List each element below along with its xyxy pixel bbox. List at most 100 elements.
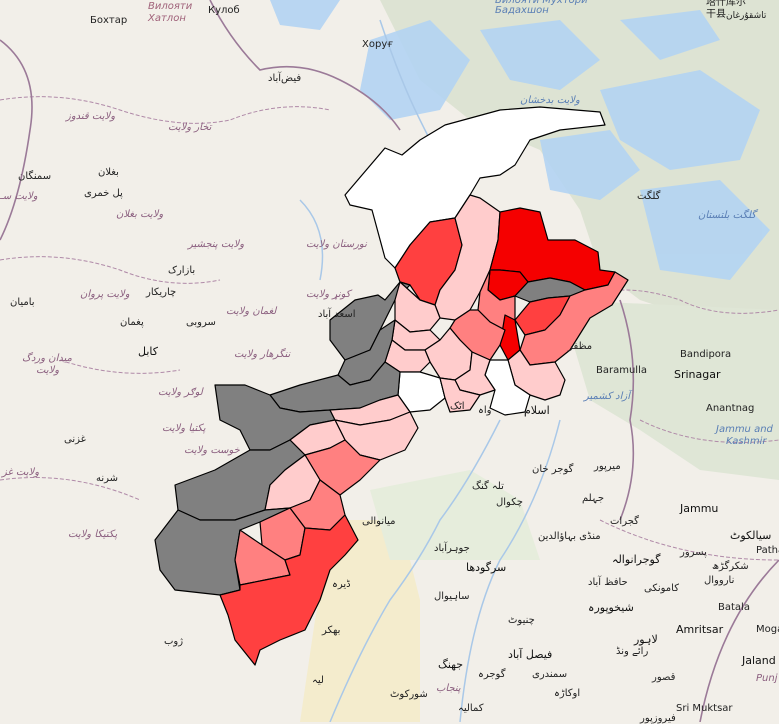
label-sri-muktsar: Sri Muktsar: [676, 703, 733, 714]
label-kunduz: ولایت قندوز: [66, 111, 116, 122]
label-charikar: چاریکار: [146, 287, 177, 298]
label-baramulla: Baramulla: [596, 365, 647, 376]
label-kunar: کونړ ولایت: [306, 289, 351, 300]
label-kamalia: کمالیہ: [458, 703, 484, 714]
label-islamabad: اسلام: [524, 404, 550, 417]
label-raiwind: رائے ونڈ: [616, 646, 649, 657]
label-sargodha: سرگودھا: [466, 561, 507, 574]
label-badakhshon-2: Бадахшон: [495, 5, 549, 16]
label-wah: واہ: [478, 405, 492, 416]
label-pulkhumri: پل خمری: [84, 188, 123, 199]
label-gilgit: گلگت: [637, 191, 661, 202]
label-wardak-2: ولایت: [36, 365, 60, 376]
label-jhang: جھنگ: [438, 658, 464, 671]
label-khorugh: Хоруғ: [362, 39, 394, 50]
label-paktika: پکتیکا ولایت: [68, 529, 118, 540]
label-pasrur: پسرور: [680, 547, 707, 558]
label-mianwali: میانوالی: [362, 516, 396, 527]
label-amritsar: Amritsar: [676, 623, 724, 636]
label-narowal: نارووال: [704, 575, 735, 586]
label-jammu: Jammu: [680, 502, 719, 515]
label-baghlan-prov: ولایت بغلان: [116, 209, 164, 220]
label-panjshir: ولایت پنجشیر: [188, 239, 245, 250]
label-jammu-kashmir-2: Kashmir: [726, 436, 767, 447]
label-gujranwala: گوجرانوالہ: [612, 553, 661, 566]
label-anantnag: Anantnag: [706, 403, 755, 414]
label-nangarhar: ننگرهار ولایت: [234, 349, 291, 360]
label-badakhshon-1: Вилояти Мухтори: [495, 0, 588, 6]
label-sharana: شرنه: [96, 473, 119, 484]
districts: [154, 106, 629, 666]
label-batala: Batala: [718, 602, 750, 613]
label-kasur: قصور: [652, 672, 676, 683]
label-jauharabad: جوہرآباد: [434, 543, 470, 554]
label-logar: لوګر ولایت: [158, 387, 203, 398]
label-paghman: پغمان: [120, 317, 144, 328]
label-takhar: تخار ولایت: [168, 122, 212, 133]
label-hafizabad: حافظ آباد: [588, 577, 628, 588]
label-pathankot: Patha: [756, 545, 779, 556]
label-srinagar: Srinagar: [674, 368, 721, 381]
label-shorkot: شورکوٹ: [390, 689, 428, 700]
label-gilgit-baltistan: گلگت بلتستان: [698, 210, 757, 221]
label-sahiwal: ساہیوال: [434, 591, 470, 602]
label-vilayati: Вилояти: [148, 1, 193, 12]
label-sheikhupura: شیخوپورہ: [588, 601, 634, 614]
label-khost: خوست ولایت: [184, 445, 240, 456]
label-zhob: ژوب: [164, 636, 184, 647]
label-jammu-kashmir-1: Jammu and: [716, 424, 773, 435]
label-taxkorgan-cn: 塔什库尔: [706, 0, 746, 8]
label-dera: ڈیرہ: [332, 579, 351, 590]
label-laghman: لغمان ولایت: [226, 306, 277, 317]
label-ghazni: غزنی: [64, 434, 86, 445]
label-chiniot: چنیوٹ: [508, 615, 535, 626]
label-asadabad: اسعد آباد: [318, 309, 356, 320]
label-sar: ولایت سـ: [0, 191, 38, 202]
district-nowshera: [439, 377, 481, 413]
label-lahore: لاہور: [634, 633, 658, 646]
label-sarobi: سروبی: [186, 317, 216, 328]
label-nuristan: نورستان ولایت: [306, 239, 367, 250]
label-chakwal: چکوال: [496, 497, 523, 508]
label-jhelum: جہلم: [582, 493, 605, 504]
district-chitral: [344, 106, 606, 269]
label-muzaffarabad: مظفر: [568, 341, 593, 352]
label-faisalabad: فیصل آباد: [508, 648, 553, 661]
label-parwan: ولایت پروان: [80, 289, 130, 300]
label-bhakkar: بھکر: [322, 625, 341, 636]
district-dera-ismail-khan: [219, 514, 359, 666]
label-samangan: سمنگان: [18, 171, 52, 182]
label-ghazni-prov: ولایت غز: [2, 467, 40, 478]
label-kabul: کابل: [138, 345, 158, 358]
label-taxkorgan-ug: تاشقۇرغان: [726, 11, 767, 21]
label-baghlan-city: بغلان: [98, 167, 119, 178]
glaciers: [270, 0, 770, 280]
label-azad-kashmir: آزاد کشمیر: [584, 391, 631, 402]
label-attock: اٹک: [450, 401, 465, 412]
label-samundri: سمندری: [532, 669, 568, 680]
label-mirpur: میرپور: [594, 461, 621, 472]
label-talagang: تلہ گنگ: [472, 481, 504, 492]
label-bamyan: بامیان: [10, 297, 35, 308]
label-layyah: لیہ: [312, 675, 324, 686]
label-kamoke: کامونکی: [644, 583, 679, 594]
label-punjab-in: Punj: [756, 673, 778, 684]
label-okara: اوکاڑہ: [554, 688, 581, 699]
label-moga: Moga: [756, 624, 779, 635]
label-kulob: Кулоб: [208, 5, 240, 16]
label-shakargarh: شکرگڑھ: [712, 561, 749, 572]
label-jalandhar: Jaland: [742, 654, 776, 667]
label-badakhshan-prov: ولایت بدخشان: [520, 95, 580, 106]
label-gujrat: گجرات: [610, 516, 639, 527]
label-punjab-pk: پنجاب: [436, 683, 461, 694]
label-bandipora: Bandipora: [680, 349, 732, 360]
label-khatlon: Хатлон: [148, 13, 186, 24]
label-wardak-1: میدان وردگ: [22, 353, 72, 364]
label-bazarak: بازارک: [168, 265, 196, 276]
terrain-kashmir: [560, 300, 779, 480]
label-ferozepur: فیروزپور: [640, 713, 676, 724]
plains-green: [370, 470, 540, 560]
